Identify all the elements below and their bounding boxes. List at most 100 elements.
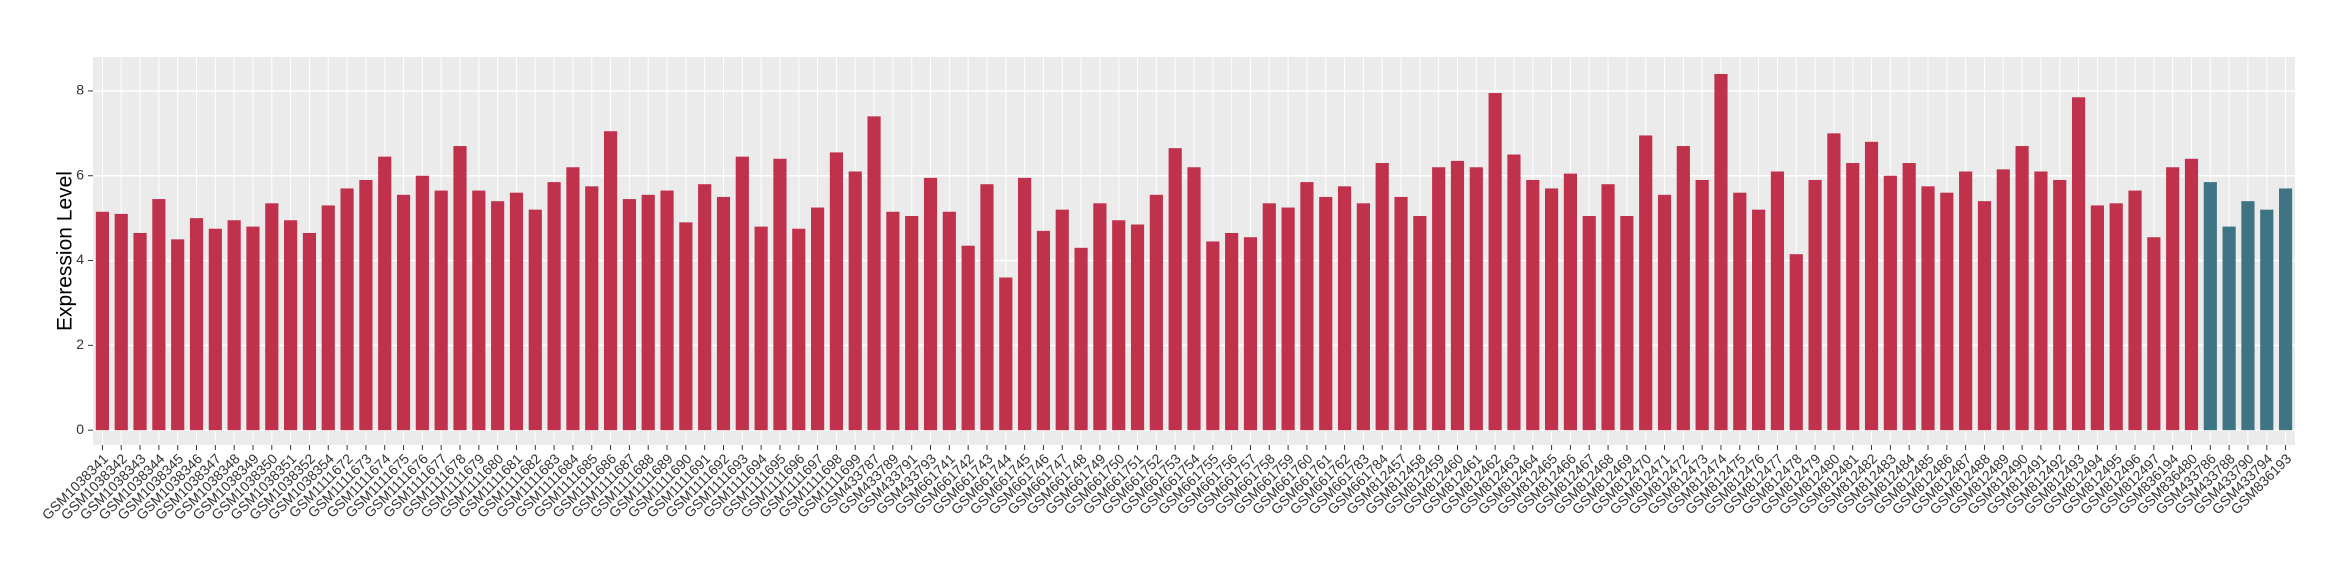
bar: [961, 245, 975, 431]
bar: [1714, 73, 1728, 431]
bar: [1036, 230, 1051, 431]
bar: [2260, 209, 2274, 431]
bar: [1225, 232, 1239, 431]
y-tick-label: 8: [76, 82, 84, 98]
bar: [1055, 209, 1069, 431]
bar: [905, 216, 919, 431]
y-tick-label: 0: [76, 421, 84, 437]
bar: [302, 232, 317, 431]
bar: [1300, 182, 1314, 431]
bar: [1864, 141, 1879, 431]
bar: [1977, 201, 1992, 431]
bar: [792, 228, 806, 431]
y-tick-label: 6: [76, 166, 84, 182]
bar: [1337, 186, 1352, 431]
bar: [1074, 247, 1088, 431]
bar: [679, 222, 693, 431]
bar: [528, 209, 542, 431]
bar: [1902, 163, 1916, 431]
bar: [698, 184, 712, 431]
bar: [1657, 194, 1672, 431]
bar: [1018, 177, 1032, 431]
y-axis-title: Expression Level: [54, 171, 77, 331]
bar: [2090, 205, 2104, 431]
bar: [1940, 192, 1954, 431]
bar: [2203, 182, 2217, 431]
bar: [2109, 203, 2123, 431]
bar: [811, 207, 825, 431]
bar: [1846, 163, 1860, 431]
bar: [189, 218, 204, 431]
bar: [716, 196, 731, 431]
bar: [227, 220, 241, 431]
bar: [2128, 190, 2142, 431]
bar: [886, 211, 900, 431]
bar: [867, 116, 881, 431]
bar: [1413, 216, 1427, 431]
bar: [1582, 216, 1596, 431]
bar: [2071, 97, 2086, 431]
bar: [434, 190, 448, 431]
bar: [1808, 179, 1822, 431]
bar: [2015, 146, 2029, 431]
y-tick-label: 2: [76, 336, 84, 352]
bar: [622, 199, 636, 431]
y-tick-label: 4: [76, 251, 84, 267]
bar: [754, 226, 768, 431]
bar: [1695, 179, 1709, 431]
bar: [95, 211, 109, 431]
bar: [942, 211, 956, 431]
bar: [2241, 201, 2255, 431]
bar: [1507, 154, 1521, 431]
bar: [1375, 163, 1389, 431]
bar: [1243, 237, 1258, 431]
bar: [1281, 207, 1295, 431]
bar: [1789, 254, 1803, 431]
bar: [1432, 167, 1446, 431]
bar: [1168, 148, 1182, 431]
bar: [1206, 241, 1220, 431]
bar: [603, 131, 618, 431]
bar: [1469, 167, 1483, 431]
bar: [1639, 135, 1653, 431]
bar: [566, 167, 580, 431]
bar: [133, 232, 147, 431]
bar: [2166, 167, 2180, 431]
bar: [2184, 158, 2199, 431]
bar: [980, 184, 994, 431]
bar: [396, 194, 411, 431]
bar: [1959, 171, 1973, 431]
bar: [246, 226, 260, 431]
bar: [829, 152, 843, 431]
bar: [1733, 192, 1747, 431]
bar: [2053, 179, 2067, 431]
bar: [114, 213, 128, 431]
bar: [1883, 175, 1897, 431]
bar: [1112, 220, 1126, 431]
bar: [1093, 203, 1107, 431]
bar: [1921, 186, 1935, 431]
bar: [1770, 171, 1785, 431]
bar: [1620, 216, 1634, 431]
bar: [378, 156, 392, 431]
bar: [923, 177, 938, 431]
bar: [1545, 188, 1559, 431]
bar: [472, 190, 486, 431]
bar: [509, 192, 524, 431]
bar: [208, 228, 222, 431]
bar: [1488, 93, 1502, 431]
bar: [547, 182, 561, 431]
bar: [1996, 169, 2010, 431]
bar: [641, 194, 655, 431]
bar: [284, 220, 298, 431]
bar: [1601, 184, 1615, 431]
bar: [1752, 209, 1766, 431]
bar: [1450, 160, 1465, 431]
bar: [1526, 179, 1540, 431]
bar: [491, 201, 505, 431]
bar: [1319, 196, 1333, 431]
bar: [2222, 226, 2236, 431]
bar: [2279, 188, 2293, 431]
